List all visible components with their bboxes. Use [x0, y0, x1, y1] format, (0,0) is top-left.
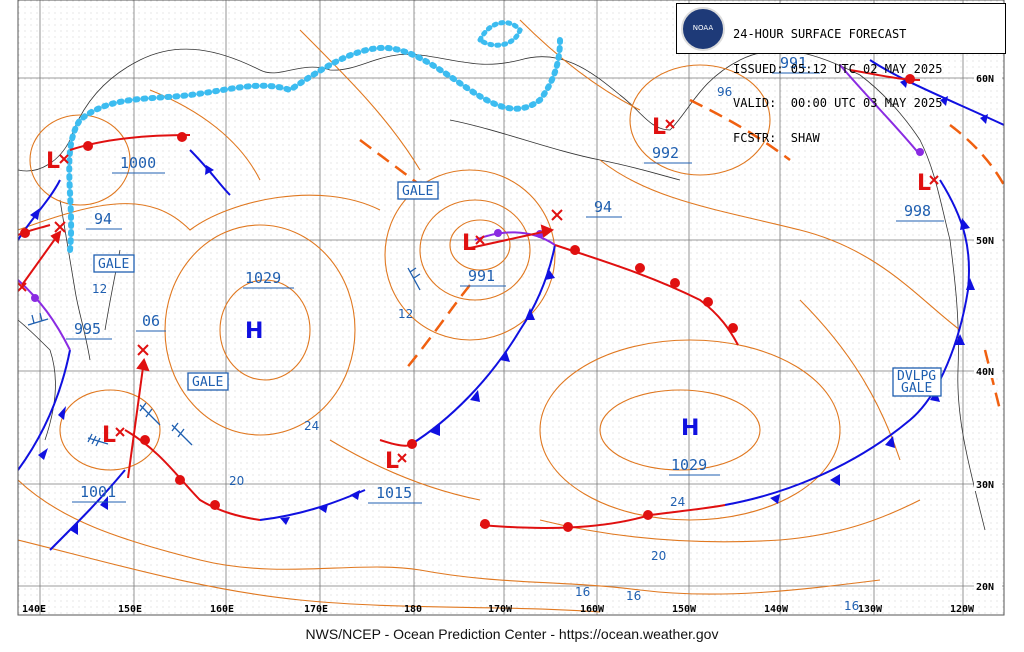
- svg-text:GALE: GALE: [192, 375, 223, 390]
- isobar-label: 24: [304, 419, 319, 433]
- svg-text:160E: 160E: [210, 604, 234, 615]
- high-pressure-label: 1029: [245, 269, 281, 287]
- low-marker: L: [917, 171, 931, 196]
- issued-time: ISSUED: 05:12 UTC 02 MAY 2025: [733, 61, 943, 76]
- svg-text:GALE: GALE: [98, 257, 129, 272]
- svg-text:40N: 40N: [976, 367, 994, 378]
- isobar-label: 20: [651, 549, 666, 563]
- svg-text:50N: 50N: [976, 236, 994, 247]
- svg-text:140E: 140E: [22, 604, 46, 615]
- svg-text:180: 180: [404, 604, 422, 615]
- longitude-labels: 140E 150E 160E 170E 180 170W 160W 150W 1…: [22, 604, 975, 615]
- low-pressure-label: 1015: [376, 484, 412, 502]
- low-pressure-label: 991: [780, 54, 807, 72]
- isobar-label: 16: [626, 589, 641, 603]
- isobar-label: 12: [398, 307, 413, 321]
- svg-text:120W: 120W: [950, 604, 975, 615]
- svg-text:30N: 30N: [976, 480, 994, 491]
- warning-box: GALE: [93, 254, 135, 273]
- low-marker: L: [652, 115, 666, 140]
- low-pressure-label: 94: [94, 210, 112, 228]
- map-dot-texture: [18, 0, 1004, 615]
- isobars: [18, 19, 961, 613]
- isobar-label: 12: [92, 282, 107, 296]
- map-frame: [17, 0, 1005, 616]
- valid-time: VALID: 00:00 UTC 03 MAY 2025: [733, 96, 943, 110]
- svg-text:160W: 160W: [580, 604, 605, 615]
- ice-edge: [66, 37, 563, 253]
- low-pressure-label: 06: [142, 312, 160, 330]
- forecast-title: 24-HOUR SURFACE FORECAST: [733, 27, 907, 41]
- storm-motion-arrows: [21, 224, 555, 479]
- low-marker: L: [462, 231, 476, 256]
- warning-box: GALE: [397, 181, 439, 200]
- warm-front-symbols: [20, 74, 915, 532]
- isobar-label: 96: [717, 85, 732, 99]
- ice-edge-north: [477, 20, 523, 48]
- low-marker: L: [46, 149, 60, 174]
- low-pressure-label: 1000: [120, 154, 156, 172]
- footer-credit: NWS/NCEP - Ocean Prediction Center - htt…: [305, 626, 719, 642]
- svg-text:140W: 140W: [764, 604, 789, 615]
- svg-text:170W: 170W: [488, 604, 513, 615]
- svg-text:GALE: GALE: [901, 381, 932, 396]
- troughs: [359, 98, 1004, 411]
- wind-barbs: [27, 267, 421, 447]
- forecaster: FCSTR: SHAW: [733, 130, 820, 145]
- low-center-crosses: [18, 119, 939, 463]
- high-symbol: H: [681, 416, 699, 441]
- svg-text:GALE: GALE: [402, 184, 433, 199]
- isobar-label: 16: [575, 585, 590, 599]
- coastlines: [18, 48, 986, 531]
- forecast-header: NOAA 24-HOUR SURFACE FORECAST ISSUED: 05…: [676, 3, 1006, 143]
- isobar-label: 24: [670, 495, 685, 509]
- low-pressure-label: 991: [468, 267, 495, 285]
- high-symbol: H: [245, 319, 263, 344]
- low-pressure-markers: L L L L L L: [46, 115, 931, 474]
- svg-text:DVLPG: DVLPG: [897, 369, 936, 384]
- svg-text:150E: 150E: [118, 604, 142, 615]
- low-marker: L: [385, 449, 399, 474]
- svg-text:130W: 130W: [858, 604, 883, 615]
- warning-box: GALE: [187, 372, 229, 391]
- low-pressure-label: 1001: [80, 483, 116, 501]
- svg-text:150W: 150W: [672, 604, 697, 615]
- isobar-label: 16: [844, 599, 859, 613]
- warning-box-developing: DVLPG GALE: [892, 367, 942, 397]
- high-pressure-label: 1029: [671, 456, 707, 474]
- cold-front-symbols: [30, 78, 988, 535]
- warm-fronts: [18, 69, 921, 529]
- low-pressure-label: 992: [652, 144, 679, 162]
- low-pressure-label: 998: [904, 202, 931, 220]
- low-pressure-label: 995: [74, 320, 101, 338]
- latitude-labels: 60N 50N 40N 30N 20N: [974, 72, 1002, 593]
- low-marker: L: [102, 423, 116, 448]
- svg-text:20N: 20N: [976, 582, 994, 593]
- noaa-logo-icon: NOAA: [681, 7, 725, 51]
- svg-text:60N: 60N: [976, 74, 994, 85]
- isobar-label: 20: [229, 474, 244, 488]
- svg-text:170E: 170E: [304, 604, 328, 615]
- low-pressure-label: 94: [594, 198, 612, 216]
